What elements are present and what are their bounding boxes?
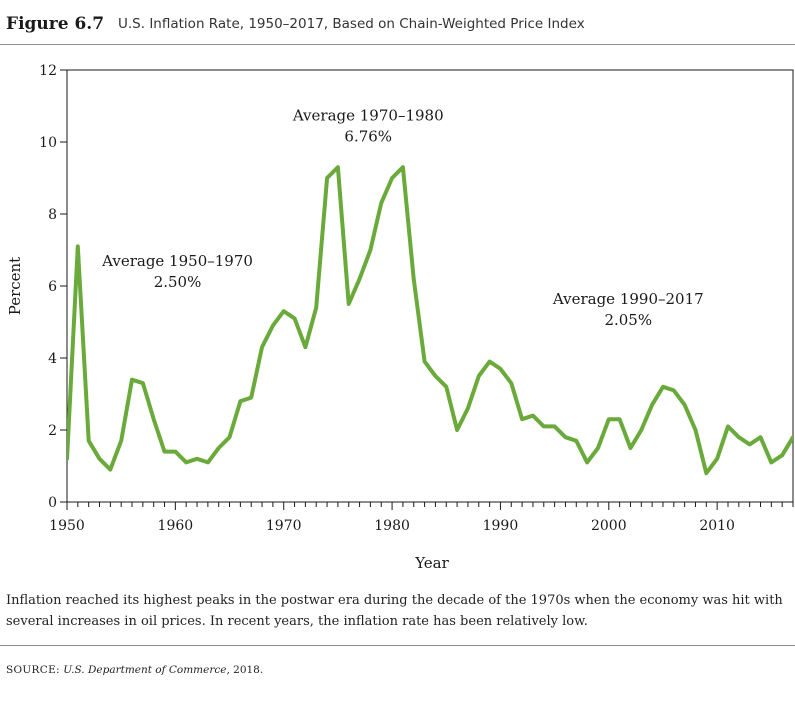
figure-caption: Inflation reached its highest peaks in t…	[6, 593, 783, 629]
caption-rule	[0, 645, 795, 646]
source-label: SOURCE:	[6, 664, 60, 676]
source-year: 2018.	[233, 664, 264, 676]
y-tick-label: 6	[48, 279, 57, 295]
header-rule	[0, 44, 795, 45]
x-tick-label: 2010	[699, 518, 735, 534]
figure-label: Figure 6.7	[6, 14, 105, 34]
y-tick-label: 8	[48, 207, 57, 223]
inflation-line-chart: 0 2 4 6 8 10 12 1950 1960 1970 1980 1990 2000 2010 Yea…	[6, 63, 794, 572]
x-tick-label: 1980	[374, 518, 410, 534]
x-tick-label: 2000	[591, 518, 627, 534]
y-tick-label: 2	[48, 423, 57, 439]
annotation-label: Average 1950–1970	[101, 252, 253, 270]
annotation-label: Average 1990–2017	[552, 290, 704, 308]
y-axis-title: Percent	[6, 257, 24, 315]
x-tick-label: 1990	[483, 518, 519, 534]
annotation-label: Average 1970–1980	[292, 106, 444, 124]
annotation-label: 2.05%	[604, 311, 652, 329]
figure-header: Figure 6.7 U.S. Inflation Rate, 1950–201…	[6, 10, 792, 42]
x-tick-label: 1970	[266, 518, 302, 534]
annotation-label: 6.76%	[344, 127, 392, 145]
x-tick-label: 1960	[158, 518, 194, 534]
figure-title: U.S. Inflation Rate, 1950–2017, Based on…	[118, 16, 585, 32]
y-tick-label: 4	[48, 351, 57, 367]
y-tick-label: 12	[39, 63, 57, 79]
source-text: U.S. Department of Commerce,	[63, 664, 230, 676]
y-tick-label: 10	[39, 135, 57, 151]
inflation-series-line	[67, 165, 793, 476]
x-axis-title: Year	[414, 554, 449, 572]
source-note: SOURCE: U.S. Department of Commerce, 201…	[6, 664, 263, 676]
y-tick-label: 0	[48, 495, 57, 511]
annotation-label: 2.50%	[154, 273, 202, 291]
x-tick-label: 1950	[49, 518, 85, 534]
